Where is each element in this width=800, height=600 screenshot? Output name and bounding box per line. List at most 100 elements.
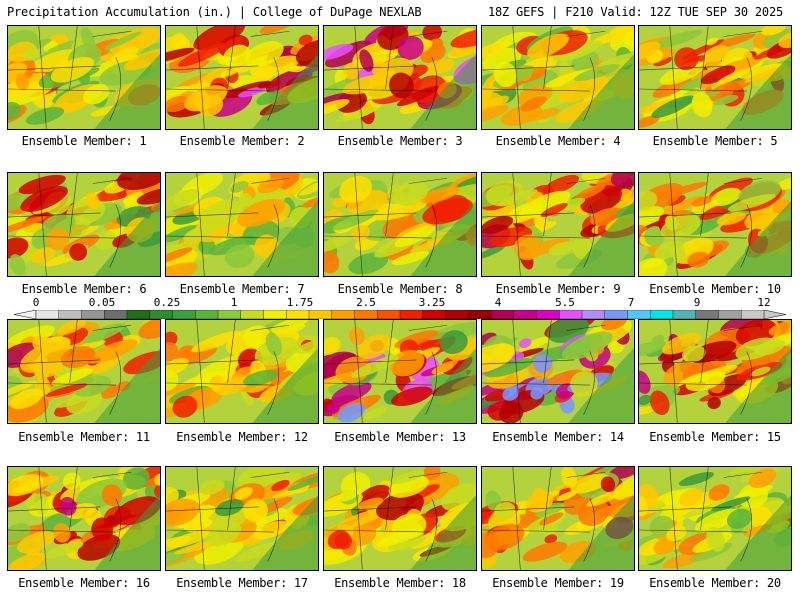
member-map-9 (481, 172, 635, 277)
precip-map (639, 26, 791, 129)
member-caption: Ensemble Member: 5 (652, 134, 778, 148)
member-map-19 (481, 466, 635, 571)
precip-map (639, 467, 791, 570)
member-caption: Ensemble Member: 17 (176, 576, 308, 590)
member-map-18 (323, 466, 477, 571)
colorbar-swatch (286, 310, 310, 319)
member-map-15 (638, 319, 792, 424)
precip-map (8, 320, 160, 423)
colorbar-swatch (399, 310, 424, 319)
colorbar-swatch (581, 310, 606, 319)
colorbar-swatch (354, 310, 378, 319)
member-map-8 (323, 172, 477, 277)
colorbar-tick-label: 1.75 (286, 296, 314, 309)
colorbar-min-arrow (13, 310, 37, 319)
member-caption: Ensemble Member: 8 (337, 282, 463, 296)
colorbar-tick-label: 7 (627, 296, 635, 309)
colorbar-swatch (695, 310, 720, 319)
precip-map (166, 173, 318, 276)
precip-map (324, 320, 476, 423)
precip-map (482, 173, 634, 276)
colorbar-swatch (672, 310, 697, 319)
member-map-11 (7, 319, 161, 424)
colorbar-swatch (422, 310, 447, 319)
member-caption: Ensemble Member: 9 (495, 282, 621, 296)
colorbar-swatch (263, 310, 287, 319)
colorbar-swatch (377, 310, 401, 319)
precip-map (324, 173, 476, 276)
member-map-13 (323, 319, 477, 424)
member-map-20 (638, 466, 792, 571)
colorbar-tick-label: 0.05 (88, 296, 116, 309)
colorbar-tick-label: 3.25 (418, 296, 446, 309)
member-map-6 (7, 172, 161, 277)
member-caption: Ensemble Member: 13 (334, 430, 466, 444)
precip-map (482, 467, 634, 570)
run-valid-time: 18Z GEFS | F210 Valid: 12Z TUE SEP 30 20… (487, 5, 783, 19)
colorbar-tick-label: 1 (230, 296, 238, 309)
member-caption: Ensemble Member: 1 (21, 134, 147, 148)
member-map-4 (481, 25, 635, 130)
member-map-10 (638, 172, 792, 277)
member-map-1 (7, 25, 161, 130)
precip-map (639, 320, 791, 423)
header: Precipitation Accumulation (in.) | Colle… (0, 0, 800, 24)
member-caption: Ensemble Member: 20 (649, 576, 781, 590)
colorbar-swatch (104, 310, 128, 319)
color-scale (13, 310, 787, 319)
precip-map (166, 26, 318, 129)
colorbar-swatch (559, 310, 583, 319)
member-map-7 (165, 172, 319, 277)
member-map-16 (7, 466, 161, 571)
color-legend: 0 0.05 0.25 1 1.75 2.5 3.25 4 5.5 7 9 12 (0, 296, 800, 320)
precip-map (8, 173, 160, 276)
precip-map (482, 320, 634, 423)
colorbar-swatch (58, 310, 83, 319)
colorbar-swatch (513, 310, 538, 319)
colorbar-tick-label: 2.5 (356, 296, 376, 309)
colorbar-swatch (718, 310, 742, 319)
member-map-5 (638, 25, 792, 130)
member-caption: Ensemble Member: 16 (18, 576, 150, 590)
member-caption: Ensemble Member: 2 (179, 134, 305, 148)
colorbar-tick-label: 5.5 (555, 296, 575, 309)
colorbar-swatch (331, 310, 356, 319)
precip-map (8, 26, 160, 129)
map-title: Precipitation Accumulation (in.) | Colle… (7, 5, 422, 19)
precip-map (482, 26, 634, 129)
colorbar-swatch (149, 310, 174, 319)
member-caption: Ensemble Member: 3 (337, 134, 463, 148)
member-caption: Ensemble Member: 11 (18, 430, 150, 444)
colorbar-swatch (308, 310, 333, 319)
member-caption: Ensemble Member: 15 (649, 430, 781, 444)
colorbar-swatch (195, 310, 219, 319)
member-map-17 (165, 466, 319, 571)
colorbar-swatch (445, 310, 469, 319)
member-caption: Ensemble Member: 7 (179, 282, 305, 296)
colorbar-swatch (650, 310, 674, 319)
colorbar-tick-label: 4 (494, 296, 502, 309)
precip-map (8, 467, 160, 570)
colorbar-swatch (468, 310, 492, 319)
member-caption: Ensemble Member: 12 (176, 430, 308, 444)
member-caption: Ensemble Member: 19 (492, 576, 624, 590)
colorbar-swatch (126, 310, 151, 319)
colorbar-swatch (490, 310, 515, 319)
member-caption: Ensemble Member: 6 (21, 282, 147, 296)
colorbar-swatch (172, 310, 196, 319)
precip-map (324, 467, 476, 570)
colorbar-tick-label: 0 (32, 296, 40, 309)
colorbar-tick-label: 9 (693, 296, 701, 309)
precip-map (166, 467, 318, 570)
colorbar-max-arrow (763, 310, 787, 319)
colorbar-swatch (81, 310, 105, 319)
member-map-3 (323, 25, 477, 130)
precip-map (639, 173, 791, 276)
member-map-2 (165, 25, 319, 130)
colorbar-swatch (536, 310, 560, 319)
member-map-12 (165, 319, 319, 424)
colorbar-tick-label: 0.25 (153, 296, 181, 309)
colorbar-swatch (741, 310, 765, 319)
colorbar-tick-label: 12 (757, 296, 771, 309)
colorbar-swatch (35, 310, 60, 319)
